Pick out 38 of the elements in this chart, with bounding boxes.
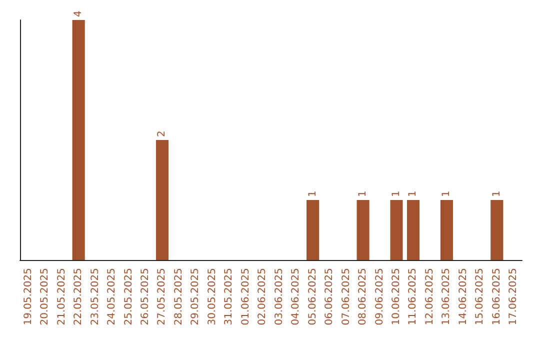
data-label: 2 [156, 130, 168, 137]
x-tick-label: 28.05.2025 [173, 268, 184, 326]
x-tick-label: 23.05.2025 [90, 268, 101, 326]
x-tick-label: 15.06.2025 [474, 268, 486, 326]
x-tick-label: 27.05.2025 [156, 268, 168, 326]
x-tick-label: 24.05.2025 [106, 268, 118, 326]
x-tick-label: 30.05.2025 [206, 268, 218, 326]
x-tick-label: 08.06.2025 [358, 268, 369, 326]
x-tick-label: 05.06.2025 [307, 268, 318, 326]
x-tick-label: 25.05.2025 [123, 268, 134, 326]
x-tick-label: 04.06.2025 [290, 268, 302, 326]
x-tick-label: 31.05.2025 [224, 268, 235, 326]
x-tick-label: 12.06.2025 [424, 268, 436, 326]
x-tick-label: 09.06.2025 [374, 268, 386, 326]
x-tick-label: 16.06.2025 [491, 268, 502, 326]
data-label: 1 [358, 190, 369, 197]
x-tick-label: 02.06.2025 [257, 268, 268, 326]
data-label: 1 [491, 190, 502, 197]
x-tick-label: 07.06.2025 [340, 268, 352, 326]
x-tick-label: 10.06.2025 [391, 268, 402, 326]
data-label: 1 [408, 190, 419, 197]
x-tick-label: 11.06.2025 [408, 268, 419, 326]
data-label: 1 [391, 190, 402, 197]
x-tick-label: 13.06.2025 [441, 268, 452, 326]
x-tick-label: 29.05.2025 [190, 268, 202, 326]
x-tick-label: 20.05.2025 [40, 268, 51, 326]
data-label: 4 [73, 10, 84, 17]
x-tick-label: 01.06.2025 [240, 268, 252, 326]
x-tick-label: 03.06.2025 [274, 268, 285, 326]
x-tick-label: 19.05.2025 [22, 268, 34, 326]
x-tick-label: 17.06.2025 [508, 268, 520, 326]
x-tick-label: 26.05.2025 [140, 268, 151, 326]
x-tick-label: 06.06.2025 [324, 268, 336, 326]
x-tick-label: 21.05.2025 [56, 268, 68, 326]
data-label: 1 [441, 190, 452, 197]
x-tick-label: 14.06.2025 [458, 268, 469, 326]
x-tick-label: 22.05.2025 [73, 268, 84, 326]
data-label: 1 [307, 190, 318, 197]
